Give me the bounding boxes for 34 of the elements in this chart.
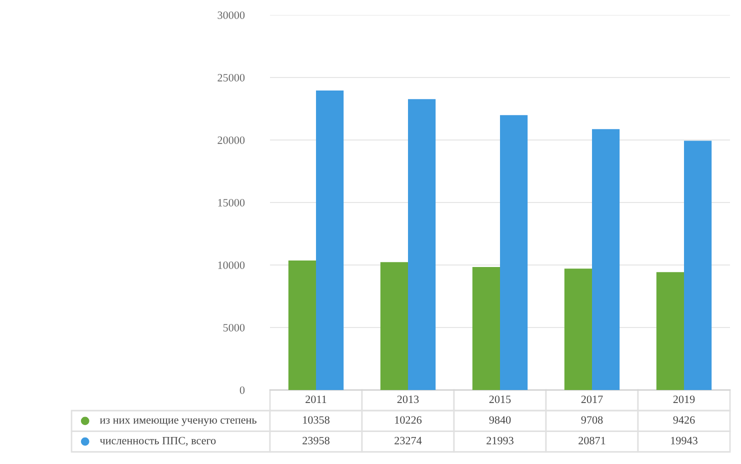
data-label: 19943 [671, 436, 698, 444]
data-label: 10358 [303, 416, 330, 424]
y-tick-label: 10000 [218, 261, 245, 269]
data-label: 21993 [486, 436, 514, 444]
bar [684, 140, 712, 390]
bar [472, 267, 500, 390]
data-label: 9426 [673, 416, 695, 424]
bar [288, 260, 316, 390]
data-label: 9840 [489, 416, 511, 424]
x-tick-label: 2011 [306, 396, 326, 404]
bar [408, 99, 436, 390]
bar [564, 268, 592, 390]
legend-label: из них имеющие ученую степень [100, 418, 256, 426]
data-label: 23274 [394, 436, 422, 444]
y-tick-label: 30000 [218, 11, 245, 19]
y-tick-label: 25000 [218, 74, 245, 82]
y-tick-label: 5000 [223, 324, 245, 332]
y-tick-label: 0 [240, 386, 245, 394]
data-label: 20871 [578, 436, 606, 444]
data-label: 9708 [581, 416, 603, 424]
y-tick-label: 20000 [218, 136, 245, 144]
data-label: 10226 [395, 416, 422, 424]
x-tick-label: 2019 [673, 396, 695, 404]
x-tick-label: 2017 [581, 396, 603, 404]
data-label: 23958 [302, 436, 330, 444]
legend-label: численность ППС, всего [100, 436, 216, 446]
y-tick-label: 15000 [218, 198, 245, 206]
bar [316, 90, 344, 390]
bar [380, 262, 408, 390]
bar [500, 115, 528, 390]
bar [592, 129, 620, 390]
bar [656, 272, 684, 390]
x-tick-label: 2013 [397, 396, 419, 404]
x-tick-label: 2015 [489, 396, 511, 404]
